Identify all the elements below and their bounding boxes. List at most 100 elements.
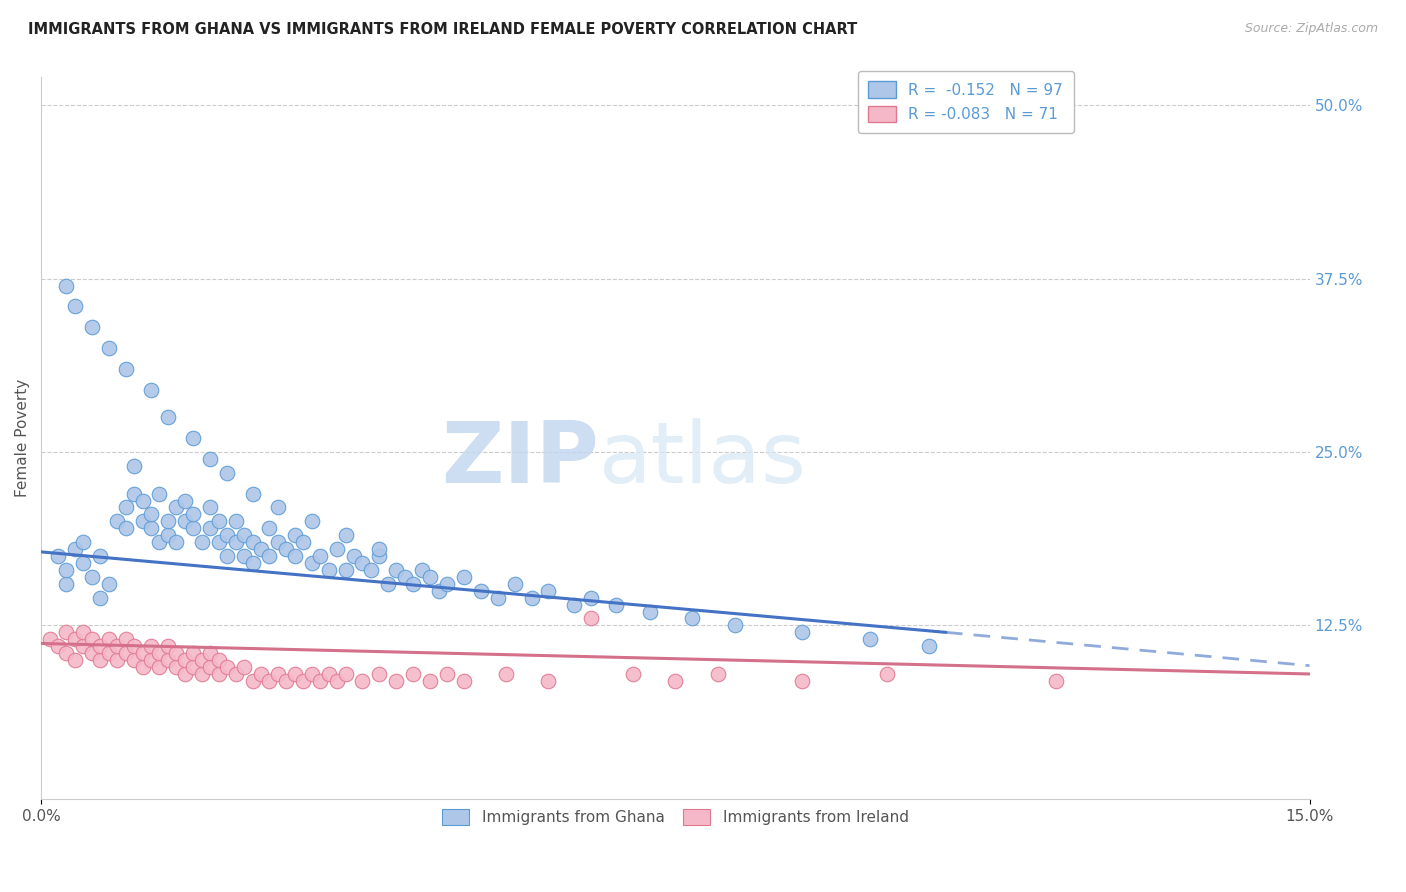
Point — [148, 486, 170, 500]
Point — [638, 605, 661, 619]
Point — [139, 521, 162, 535]
Point — [89, 639, 111, 653]
Point — [436, 576, 458, 591]
Point — [309, 673, 332, 688]
Point — [55, 646, 77, 660]
Point — [114, 646, 136, 660]
Point — [225, 535, 247, 549]
Point — [436, 667, 458, 681]
Point — [114, 632, 136, 647]
Point — [605, 598, 627, 612]
Point — [55, 576, 77, 591]
Point — [233, 660, 256, 674]
Point — [165, 646, 187, 660]
Point — [46, 639, 69, 653]
Point — [139, 653, 162, 667]
Point — [217, 466, 239, 480]
Point — [377, 576, 399, 591]
Point — [233, 528, 256, 542]
Point — [131, 493, 153, 508]
Point — [181, 508, 204, 522]
Point — [156, 653, 179, 667]
Point — [259, 521, 281, 535]
Point — [63, 653, 86, 667]
Point — [217, 549, 239, 563]
Point — [72, 556, 94, 570]
Point — [681, 611, 703, 625]
Point — [318, 563, 340, 577]
Point — [131, 514, 153, 528]
Point — [208, 667, 231, 681]
Point — [217, 528, 239, 542]
Point — [335, 563, 357, 577]
Point — [326, 542, 349, 557]
Point — [173, 667, 195, 681]
Text: Source: ZipAtlas.com: Source: ZipAtlas.com — [1244, 22, 1378, 36]
Point — [200, 521, 222, 535]
Text: ZIP: ZIP — [441, 418, 599, 501]
Point — [89, 653, 111, 667]
Point — [122, 639, 145, 653]
Point — [122, 653, 145, 667]
Point — [225, 514, 247, 528]
Point — [453, 570, 475, 584]
Point — [148, 646, 170, 660]
Point — [360, 563, 382, 577]
Point — [259, 673, 281, 688]
Point — [200, 452, 222, 467]
Point — [156, 410, 179, 425]
Point — [105, 639, 128, 653]
Point — [80, 632, 103, 647]
Point — [352, 673, 374, 688]
Point — [72, 625, 94, 640]
Point — [148, 660, 170, 674]
Point — [385, 563, 408, 577]
Point — [173, 653, 195, 667]
Point — [63, 542, 86, 557]
Point — [200, 500, 222, 515]
Legend: Immigrants from Ghana, Immigrants from Ireland: Immigrants from Ghana, Immigrants from I… — [433, 799, 918, 835]
Point — [139, 508, 162, 522]
Point — [301, 667, 323, 681]
Point — [284, 528, 307, 542]
Point — [191, 653, 214, 667]
Point — [217, 660, 239, 674]
Point — [292, 673, 315, 688]
Point — [114, 500, 136, 515]
Point — [301, 556, 323, 570]
Point — [72, 639, 94, 653]
Y-axis label: Female Poverty: Female Poverty — [15, 379, 30, 497]
Point — [242, 556, 264, 570]
Point — [181, 431, 204, 445]
Point — [520, 591, 543, 605]
Point — [63, 299, 86, 313]
Point — [470, 583, 492, 598]
Point — [139, 383, 162, 397]
Point — [368, 667, 391, 681]
Point — [876, 667, 898, 681]
Point — [208, 653, 231, 667]
Point — [250, 667, 273, 681]
Point — [326, 673, 349, 688]
Point — [292, 535, 315, 549]
Point — [165, 500, 187, 515]
Point — [242, 673, 264, 688]
Text: atlas: atlas — [599, 418, 807, 501]
Point — [562, 598, 585, 612]
Point — [621, 667, 644, 681]
Point — [233, 549, 256, 563]
Point — [427, 583, 450, 598]
Point — [55, 625, 77, 640]
Point — [318, 667, 340, 681]
Point — [368, 542, 391, 557]
Point — [191, 535, 214, 549]
Point — [46, 549, 69, 563]
Point — [55, 278, 77, 293]
Point — [156, 528, 179, 542]
Point — [208, 514, 231, 528]
Point — [181, 660, 204, 674]
Point — [200, 660, 222, 674]
Point — [165, 660, 187, 674]
Point — [503, 576, 526, 591]
Point — [250, 542, 273, 557]
